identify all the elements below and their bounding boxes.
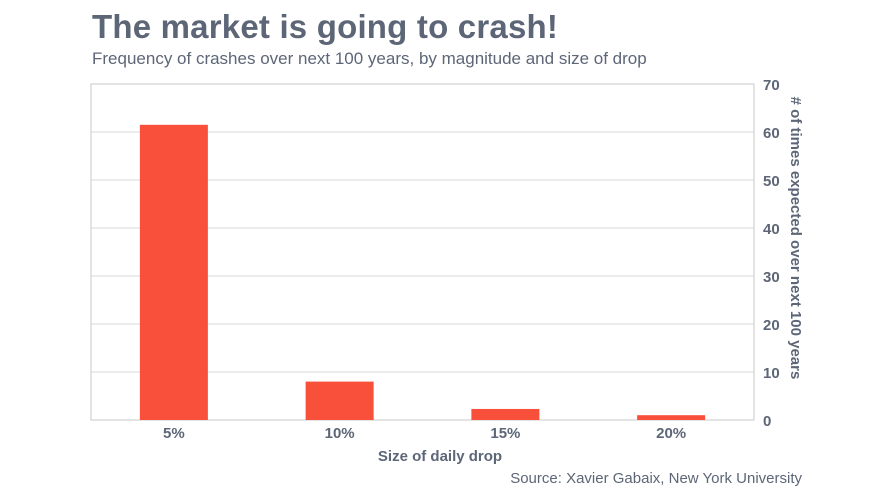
- plot-frame: [90, 83, 755, 421]
- x-tick-label: 10%: [325, 425, 355, 442]
- y-tick-label: 20: [763, 317, 780, 334]
- x-tick-label: 20%: [656, 425, 686, 442]
- y-tick-label: 40: [763, 221, 780, 238]
- source-note: Source: Xavier Gabaix, New York Universi…: [510, 470, 802, 487]
- bar-15pct: [471, 408, 540, 420]
- y-tick-label: 30: [763, 269, 780, 286]
- x-tick-label: 15%: [490, 425, 520, 442]
- x-axis-title: Size of daily drop: [378, 448, 502, 465]
- x-tick-label: 5%: [163, 425, 185, 442]
- y-tick-label: 70: [763, 77, 780, 94]
- bar-5pct: [139, 124, 208, 421]
- y-tick-label: 60: [763, 125, 780, 142]
- x-tick-labels: 5% 10% 15% 20%: [163, 425, 686, 442]
- y-tick-labels: 0 10 20 30 40 50 60 70: [763, 77, 780, 430]
- y-axis-title: # of times expected over next 100 years: [787, 97, 804, 380]
- chart-title: The market is going to crash!: [92, 8, 559, 45]
- bar-10pct: [305, 381, 374, 420]
- y-tick-label: 10: [763, 365, 780, 382]
- y-tick-label: 50: [763, 173, 780, 190]
- bar-20pct: [637, 415, 706, 420]
- y-tick-label: 0: [763, 413, 771, 430]
- chart-subtitle: Frequency of crashes over next 100 years…: [92, 49, 647, 68]
- bars: [139, 124, 706, 421]
